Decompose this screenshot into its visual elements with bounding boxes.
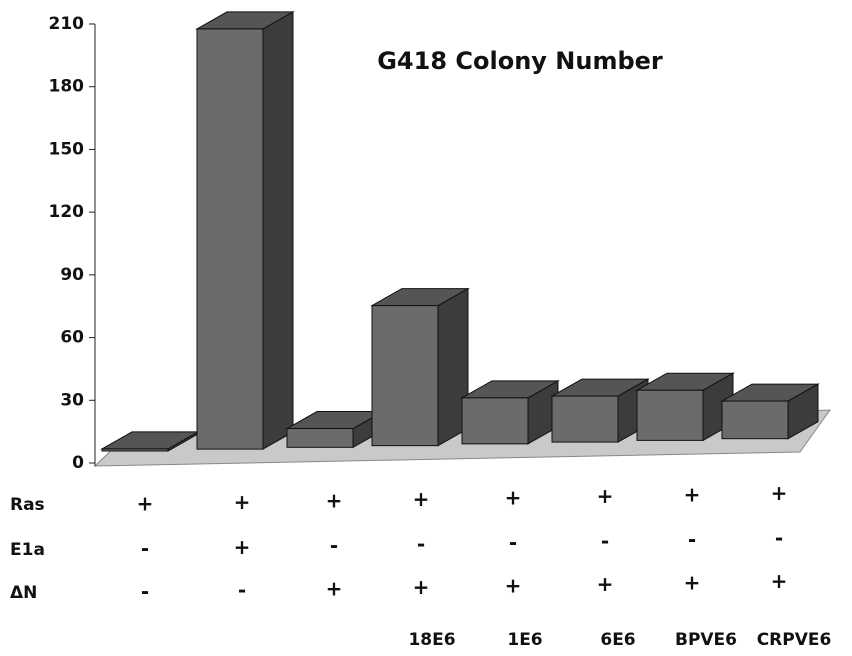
row-cell: - <box>417 532 425 556</box>
y-tick-label: 120 <box>49 202 85 222</box>
y-tick-label: 90 <box>60 265 84 285</box>
row-cell: + <box>684 571 701 595</box>
row-cell: + <box>505 486 522 510</box>
row-cell: + <box>234 490 251 514</box>
bar <box>461 397 529 445</box>
row-cell: + <box>413 487 430 511</box>
row-cell: + <box>234 535 251 559</box>
bar <box>286 428 354 448</box>
row-cell: - <box>238 578 246 602</box>
row-cell: + <box>137 492 154 516</box>
row-cell: - <box>601 529 609 553</box>
chart-title: G418 Colony Number <box>377 47 663 75</box>
bar-side <box>262 11 294 450</box>
bar <box>101 448 169 452</box>
x-tick-label: CRPVE6 <box>757 630 832 650</box>
row-cell: + <box>597 572 614 596</box>
row-cell: + <box>413 575 430 599</box>
bar <box>721 400 789 440</box>
row-cell: + <box>597 484 614 508</box>
bar <box>636 389 704 441</box>
x-tick-label: BPVE6 <box>675 630 737 650</box>
row-cell: - <box>141 580 149 604</box>
row-cell: - <box>330 534 338 558</box>
row-cell: - <box>141 537 149 561</box>
row-cell: + <box>505 574 522 598</box>
row-cell: - <box>775 526 783 550</box>
x-tick-label: 18E6 <box>408 630 455 650</box>
row-cell: + <box>326 489 343 513</box>
y-tick-label: 210 <box>49 14 85 34</box>
row-label: ΔN <box>10 583 37 603</box>
row-label: Ras <box>10 495 45 515</box>
row-cell: + <box>771 481 788 505</box>
x-tick-label: 1E6 <box>507 630 542 650</box>
y-tick-label: 0 <box>72 453 84 473</box>
x-tick-label: 6E6 <box>600 630 635 650</box>
bar <box>371 305 439 447</box>
y-tick-label: 180 <box>49 77 85 97</box>
row-label: E1a <box>10 540 45 560</box>
y-tick-label: 60 <box>60 328 84 348</box>
row-cell: - <box>688 528 696 552</box>
y-tick-label: 150 <box>49 139 85 159</box>
bar <box>551 395 619 443</box>
bar <box>196 28 264 450</box>
y-tick-label: 30 <box>60 390 84 410</box>
row-cell: + <box>326 577 343 601</box>
row-cell: + <box>684 483 701 507</box>
row-cell: - <box>509 531 517 555</box>
row-cell: + <box>771 569 788 593</box>
